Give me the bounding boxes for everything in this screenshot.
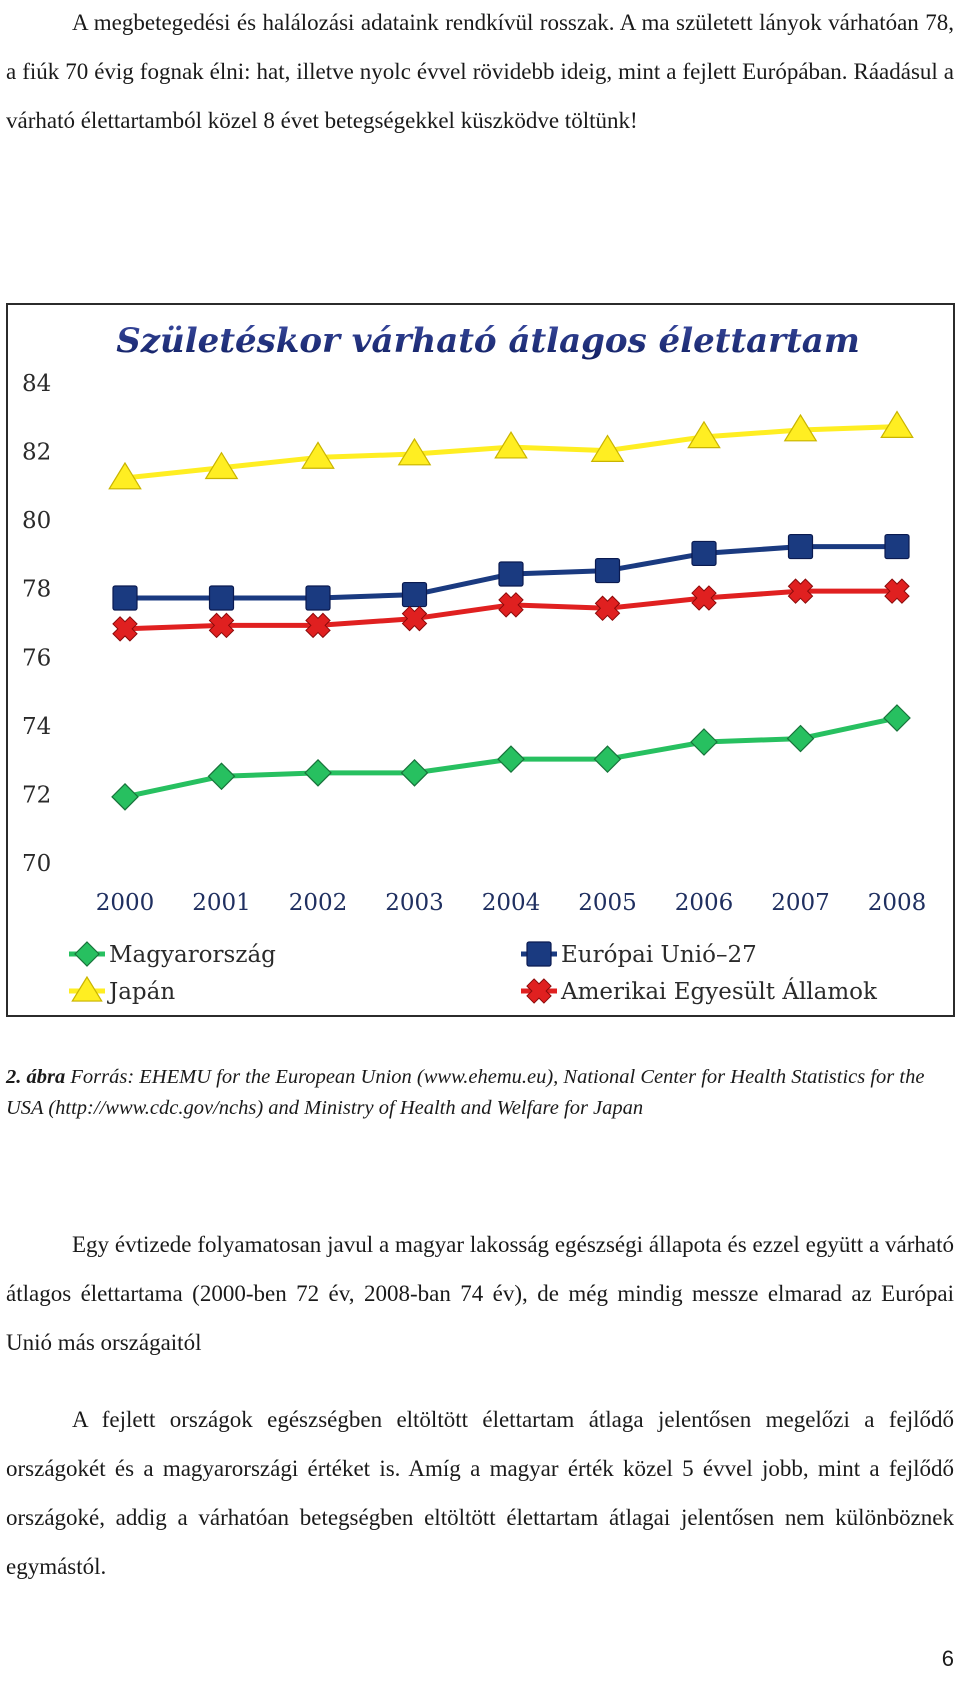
caption-label: 2. ábra bbox=[6, 1066, 66, 1088]
data-point bbox=[497, 745, 525, 773]
data-point bbox=[112, 585, 138, 611]
legend-label: Magyarország bbox=[109, 942, 276, 968]
legend-label: Japán bbox=[107, 979, 175, 1005]
chart-title: Születéskor várható átlagos élettartam bbox=[116, 321, 860, 361]
x-tick-label: 2003 bbox=[385, 890, 444, 916]
data-point bbox=[593, 745, 622, 773]
data-point bbox=[884, 578, 910, 604]
data-point bbox=[494, 430, 528, 459]
data-point bbox=[687, 420, 721, 449]
legend-marker bbox=[74, 941, 100, 967]
data-point bbox=[204, 451, 239, 480]
page-number: 6 bbox=[941, 1646, 954, 1671]
data-point bbox=[590, 434, 625, 462]
data-point bbox=[594, 557, 621, 584]
intro-paragraph: A megbetegedési és halálozási adataink r… bbox=[6, 10, 954, 133]
data-point bbox=[108, 461, 142, 490]
x-tick-label: 2001 bbox=[192, 890, 251, 916]
data-point bbox=[304, 759, 332, 787]
x-tick-label: 2000 bbox=[96, 890, 155, 916]
third-paragraph: A fejlett országok egészségben eltöltött… bbox=[6, 1407, 954, 1579]
x-tick-label: 2002 bbox=[289, 890, 348, 916]
y-tick-label: 78 bbox=[22, 577, 51, 603]
data-point bbox=[400, 759, 429, 787]
data-point bbox=[305, 612, 331, 639]
legend-label: Amerikai Egyesült Államok bbox=[560, 978, 878, 1005]
data-point bbox=[691, 540, 717, 567]
x-tick-label: 2004 bbox=[482, 890, 541, 916]
data-point bbox=[786, 724, 815, 753]
y-tick-label: 80 bbox=[22, 508, 51, 534]
data-point bbox=[397, 437, 432, 466]
legend-marker bbox=[526, 978, 552, 1004]
y-tick-label: 76 bbox=[22, 645, 51, 671]
data-point bbox=[112, 616, 138, 642]
data-point bbox=[883, 704, 911, 732]
x-tick-label: 2006 bbox=[675, 890, 734, 916]
legend-label: Európai Unió–27 bbox=[561, 942, 757, 968]
data-point bbox=[401, 581, 428, 608]
x-tick-label: 2005 bbox=[578, 890, 637, 916]
data-point bbox=[880, 410, 914, 438]
figure-caption: 2. ábra Forrás: EHEMU for the European U… bbox=[6, 1062, 956, 1124]
data-point bbox=[208, 612, 235, 639]
data-point bbox=[301, 441, 335, 469]
x-tick-label: 2008 bbox=[868, 890, 927, 916]
data-point bbox=[787, 533, 814, 560]
y-tick-label: 74 bbox=[22, 714, 51, 740]
data-point bbox=[305, 585, 331, 611]
life-expectancy-chart: Születéskor várható átlagos élettartam 8… bbox=[22, 321, 927, 1005]
legend-marker bbox=[71, 975, 103, 1002]
data-point bbox=[691, 585, 717, 611]
legend-marker bbox=[526, 941, 552, 967]
data-point bbox=[594, 595, 621, 622]
data-point bbox=[884, 533, 910, 560]
data-point bbox=[787, 578, 814, 604]
chart-figure: Születéskor várható átlagos élettartam 8… bbox=[6, 303, 955, 1017]
caption-text: Forrás: EHEMU for the European Union (ww… bbox=[6, 1066, 925, 1119]
data-point bbox=[498, 592, 524, 618]
y-tick-label: 70 bbox=[22, 851, 51, 877]
second-paragraph: Egy évtizede folyamatosan javul a magyar… bbox=[6, 1232, 954, 1355]
data-point bbox=[690, 728, 718, 756]
y-tick-label: 72 bbox=[22, 782, 51, 808]
data-point bbox=[207, 762, 236, 791]
x-tick-label: 2007 bbox=[771, 890, 830, 916]
data-point bbox=[401, 605, 428, 632]
data-point bbox=[498, 561, 524, 587]
data-point bbox=[208, 585, 235, 611]
y-tick-label: 82 bbox=[22, 440, 51, 466]
data-point bbox=[111, 783, 139, 811]
y-tick-label: 84 bbox=[22, 371, 51, 397]
data-point bbox=[783, 413, 818, 442]
